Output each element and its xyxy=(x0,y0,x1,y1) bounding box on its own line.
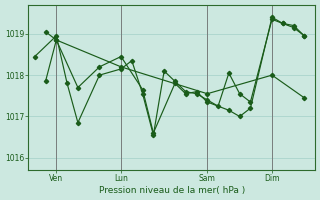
X-axis label: Pression niveau de la mer( hPa ): Pression niveau de la mer( hPa ) xyxy=(99,186,245,195)
